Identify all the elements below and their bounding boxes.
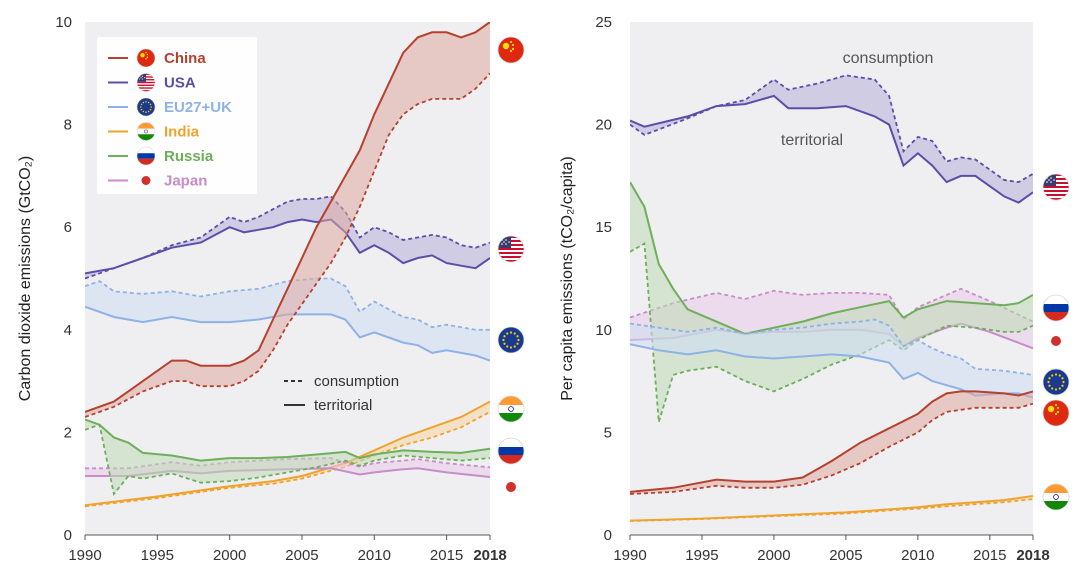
x-tick-label: 2005 (829, 547, 862, 564)
x-tick-label: 2010 (901, 547, 934, 564)
line-consumption-china (85, 72, 490, 418)
legend-label: India (164, 124, 200, 141)
x-tick-label: 2000 (213, 547, 246, 564)
annotation-territorial: territorial (781, 132, 843, 149)
y-tick-label: 6 (64, 219, 72, 236)
x-tick-label: 2005 (285, 547, 318, 564)
legend-item-russia: Russia (108, 146, 214, 166)
line-style-key: consumption territorial (284, 373, 399, 414)
line-consumption-china (630, 402, 1033, 495)
x-tick-label: 1995 (685, 547, 718, 564)
legend-label: USA (164, 75, 196, 92)
x-tick-label: 1990 (68, 547, 101, 564)
x-tick-label: 2015 (430, 547, 463, 564)
y-tick-label: 2 (64, 424, 72, 441)
line-consumption-eu27-uk (630, 318, 1033, 376)
india-flag-icon (136, 122, 156, 141)
y-tick-label: 10 (55, 14, 72, 31)
russia-flag-icon (136, 146, 156, 166)
x-tick-label: 1990 (613, 547, 646, 564)
band-usa (85, 196, 490, 279)
china-flag-icon (136, 48, 156, 68)
line-consumption-india (85, 411, 490, 508)
russia-flag-icon (497, 437, 525, 465)
eu-flag-icon (497, 326, 525, 354)
band-russia (85, 419, 490, 494)
eu-flag-icon (1042, 368, 1070, 396)
usa-flag-icon (1042, 173, 1070, 201)
band-usa (630, 75, 1033, 203)
japan-flag-dot (506, 482, 516, 492)
series-layer (85, 22, 490, 508)
line-territorial-china (85, 22, 490, 413)
line-territorial-china (630, 390, 1033, 493)
x-tick-label: 2018 (1016, 547, 1049, 564)
y-axis-label: Carbon dioxide emissions (GtCO₂) (17, 156, 34, 401)
china-flag-icon (497, 36, 525, 64)
band-china (85, 22, 490, 417)
line-territorial-eu27-uk (85, 305, 490, 362)
legend-item-usa: USA (108, 73, 196, 92)
line-consumption-usa (630, 74, 1033, 184)
x-tick-label: 2000 (757, 547, 790, 564)
legend-item-japan: Japan (108, 173, 207, 190)
band-china (630, 391, 1033, 494)
legend-label: Russia (164, 148, 214, 165)
x-tick-label: 2018 (473, 547, 506, 564)
line-consumption-eu27-uk (85, 277, 490, 331)
key-territorial-label: territorial (314, 397, 372, 414)
legend: China USA EU27+UK India Russia Japan (97, 37, 257, 194)
india-flag-icon (497, 395, 525, 423)
line-consumption-russia (85, 423, 490, 497)
line-consumption-japan (630, 287, 1033, 323)
key-consumption-label: consumption (314, 373, 399, 390)
line-consumption-russia (630, 242, 1033, 423)
series-layer (630, 74, 1033, 522)
y-tick-label: 5 (604, 424, 612, 441)
line-territorial-russia (85, 418, 490, 462)
usa-flag-icon (497, 235, 525, 263)
eu-flag-icon (136, 97, 156, 117)
panel-per-capita: 1990 1995 2000 2005 2010 2015 2018 0 5 10 15 20 25 Pe… (559, 14, 1050, 564)
legend-label: EU27+UK (164, 99, 232, 116)
y-tick-label: 0 (604, 527, 612, 544)
legend-label: Japan (164, 173, 207, 190)
legend-label: China (164, 50, 206, 67)
band-russia (630, 182, 1033, 423)
russia-flag-icon (1042, 294, 1070, 322)
y-tick-label: 8 (64, 117, 72, 134)
china-flag-icon (1042, 399, 1070, 427)
panel-total: 1990 1995 2000 2005 2010 2015 2018 0 2 4 6 8 10 Carbo… (17, 14, 507, 564)
line-territorial-india (630, 495, 1033, 522)
x-tick-label: 2015 (973, 547, 1006, 564)
y-tick-label: 10 (595, 322, 612, 339)
band-eu27-uk (85, 278, 490, 361)
y-tick-label: 15 (595, 219, 612, 236)
y-tick-label: 0 (64, 527, 72, 544)
band-eu27-uk (630, 319, 1033, 398)
y-tick-label: 20 (595, 117, 612, 134)
annotation-consumption: consumption (843, 50, 934, 67)
line-territorial-russia (630, 181, 1033, 335)
japan-flag-icon (141, 176, 151, 185)
y-tick-label: 25 (595, 14, 612, 31)
legend-item-eu27-uk: EU27+UK (108, 97, 232, 117)
japan-flag-dot (1051, 336, 1061, 346)
legend-item-india: India (108, 122, 200, 141)
y-axis-label: Per capita emissions (tCO₂/capita) (559, 156, 576, 401)
x-tick-label: 1995 (141, 547, 174, 564)
usa-flag-icon (136, 73, 156, 92)
x-tick-label: 2010 (358, 547, 391, 564)
y-tick-label: 4 (64, 322, 72, 339)
india-flag-icon (1042, 483, 1070, 511)
legend-item-china: China (108, 48, 206, 68)
line-territorial-usa (630, 94, 1033, 204)
